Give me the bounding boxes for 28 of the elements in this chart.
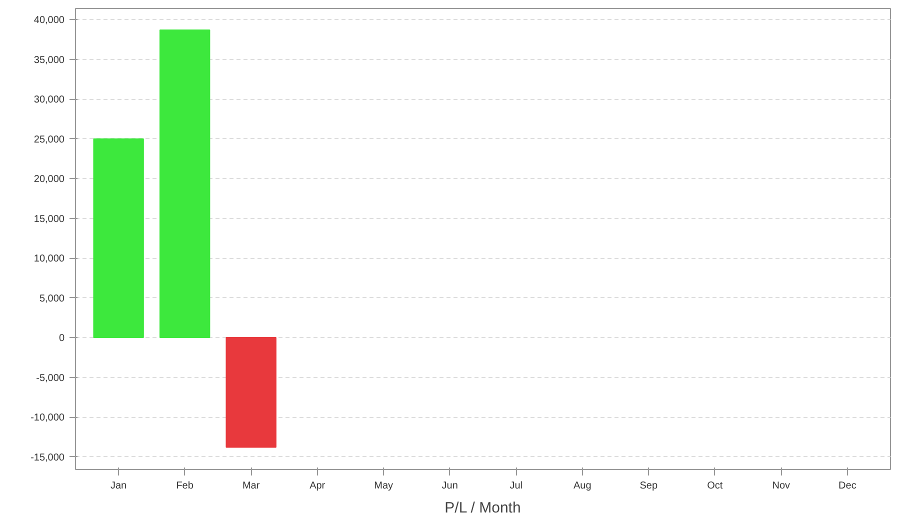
y-tick-label: 0 <box>58 333 65 344</box>
y-tick-label: 35,000 <box>34 54 65 66</box>
x-tick-label: Mar <box>242 480 260 492</box>
y-tick-label: 25,000 <box>34 134 65 146</box>
y-tick-label: -15,000 <box>30 452 65 464</box>
bar <box>93 138 144 338</box>
y-tick-label: -5,000 <box>36 372 65 384</box>
x-tick-label: Aug <box>573 480 592 492</box>
y-tick-label: -10,000 <box>30 412 65 424</box>
x-tick-label: May <box>374 480 394 492</box>
bar <box>159 29 210 338</box>
x-tick-label: Sep <box>640 480 658 492</box>
x-tick-label: Jun <box>442 480 458 492</box>
bar <box>226 337 276 448</box>
y-tick-label: 40,000 <box>34 15 65 26</box>
x-tick-label: Feb <box>176 480 194 492</box>
x-axis-title: P/L / Month <box>444 500 521 516</box>
y-tick-label: 5,000 <box>39 293 65 304</box>
x-tick-label: Jan <box>110 480 127 492</box>
x-tick-label: Nov <box>772 480 790 492</box>
y-tick-label: 10,000 <box>34 254 65 265</box>
y-tick-label: 30,000 <box>34 94 65 106</box>
x-tick-label: Apr <box>310 480 326 492</box>
x-tick-label: Oct <box>707 480 723 492</box>
y-tick-label: 15,000 <box>34 214 65 225</box>
x-tick-label: Jul <box>510 480 523 492</box>
x-tick-label: Dec <box>838 480 856 492</box>
y-tick-label: 20,000 <box>34 174 65 186</box>
